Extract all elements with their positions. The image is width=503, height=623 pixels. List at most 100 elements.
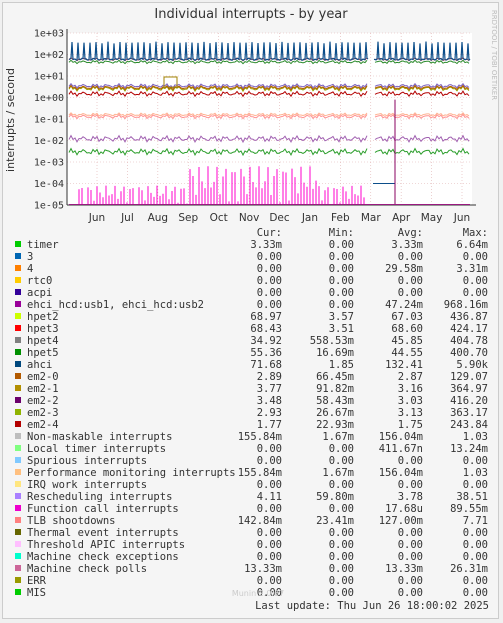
legend-swatch [15,493,21,499]
legend-swatch [15,433,21,439]
last-update: Last update: Thu Jun 26 18:00:02 2025 [255,600,489,612]
y-tick-label: 1e+02 [34,50,64,61]
legend-max-value: 1.03 [463,467,488,479]
series-line-tlb [374,113,470,120]
legend-cur-value: 0.00 [257,455,282,467]
legend-min-value: 91.82m [316,383,354,395]
y-tick-label: 1e-03 [34,158,64,169]
series-line-hpet5 [374,59,470,65]
legend-cur-value: 0.00 [257,479,282,491]
legend-cur-value: 0.00 [257,551,282,563]
legend-max-value: 13.24m [450,443,488,455]
legend-avg-value: 411.67n [379,443,423,455]
legend-max-value: 5.90k [456,359,488,371]
y-axis-label: interrupts / second [4,68,17,172]
series-line-nmi [374,112,470,117]
legend-min-value: 0.00 [329,563,354,575]
munin-watermark: Munin 2.0.67 [232,589,284,598]
legend-max-value: 0.00 [463,527,488,539]
legend-min-value: 22.93m [316,419,354,431]
series-line-ehci [68,134,368,144]
series-line-resched [374,82,470,89]
legend-series-name: hpet2 [27,311,59,323]
legend-max-value: 89.55m [450,503,488,515]
legend-min-value: 0.00 [329,263,354,275]
legend-series-name: hpet5 [27,347,59,359]
legend-min-value: 1.85 [329,359,354,371]
legend-header-cur: Cur: [257,227,282,239]
legend-min-value: 0.00 [329,455,354,467]
legend-swatch [15,289,21,295]
legend-max-value: 0.00 [463,275,488,287]
series-line-em2-0 [374,84,470,91]
legend-max-value: 6.64m [456,239,488,251]
legend-max-value: 0.00 [463,539,488,551]
legend-cur-value: 3.48 [257,395,282,407]
legend-min-value: 0.00 [329,539,354,551]
legend-max-value: 0.00 [463,587,488,599]
legend-max-value: 400.70 [450,347,488,359]
legend-avg-value: 127.00m [379,515,423,527]
legend-avg-value: 68.60 [391,323,423,335]
legend-swatch [15,481,21,487]
legend-min-value: 3.51 [329,323,354,335]
legend-series-name: hpet3 [27,323,59,335]
series-line-resched [68,82,368,89]
legend-avg-value: 0.00 [398,455,423,467]
legend-cur-value: 3.33m [250,239,282,251]
legend-swatch [15,313,21,319]
x-tick-label: Aug [148,212,169,224]
legend-min-value: 558.53m [310,335,354,347]
legend-avg-value: 3.13 [398,407,423,419]
legend-header-max: Max: [463,227,488,239]
legend-swatch [15,265,21,271]
legend-series-name: Machine check polls [27,563,147,575]
legend-cur-value: 55.36 [250,347,282,359]
legend-min-value: 0.00 [329,575,354,587]
legend-series-name: MIS [27,587,46,599]
legend-cur-value: 4.11 [257,491,282,503]
legend-min-value: 3.57 [329,311,354,323]
x-tick-label: Dec [269,212,290,224]
legend-min-value: 16.69m [316,347,354,359]
x-tick-label: May [421,212,443,224]
legend-cur-value: 2.93 [257,407,282,419]
legend-avg-value: 0.00 [398,287,423,299]
y-tick-label: 1e+03 [34,29,64,40]
legend-swatch [15,421,21,427]
legend-max-value: 0.00 [463,455,488,467]
series-line-nmi [68,112,368,118]
legend-series-name: 3 [27,251,33,263]
legend-avg-value: 0.00 [398,587,423,599]
legend-min-value: 0.00 [329,551,354,563]
legend-avg-value: 45.85 [391,335,423,347]
legend-swatch [15,445,21,451]
legend-series-name: Performance monitoring interrupts [27,467,236,479]
legend-avg-value: 0.00 [398,527,423,539]
legend-avg-value: 0.00 [398,551,423,563]
legend-min-value: 0.00 [329,239,354,251]
legend-cur-value: 13.33m [244,563,282,575]
y-tick-label: 1e-04 [34,179,64,190]
legend-avg-value: 0.00 [398,575,423,587]
legend-cur-value: 0.00 [257,539,282,551]
legend-swatch [15,553,21,559]
legend-cur-value: 68.97 [250,311,282,323]
legend-min-value: 0.00 [329,587,354,599]
x-tick-label: Jan [301,212,318,224]
legend-cur-value: 0.00 [257,575,282,587]
legend-min-value: 0.00 [329,443,354,455]
legend-min-value: 0.00 [329,527,354,539]
x-tick-label: Sep [178,212,198,224]
legend-series-name: acpi [27,287,52,299]
legend-cur-value: 1.77 [257,419,282,431]
legend-max-value: 416.20 [450,395,488,407]
legend-max-value: 364.97 [450,383,488,395]
chart-title: Individual interrupts - by year [154,7,348,22]
legend-avg-value: 3.78 [398,491,423,503]
legend-min-value: 1.67m [322,431,354,443]
legend-series-name: Non-maskable interrupts [27,431,172,443]
legend-max-value: 129.07 [450,371,488,383]
legend-swatch [15,505,21,511]
series-line-ahci [68,41,369,62]
